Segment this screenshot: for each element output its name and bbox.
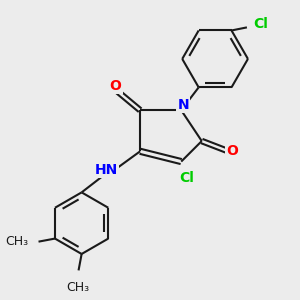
Text: CH₃: CH₃: [66, 281, 89, 294]
Text: N: N: [178, 98, 189, 112]
Text: Cl: Cl: [253, 17, 268, 31]
Text: CH₃: CH₃: [5, 235, 28, 248]
Text: Cl: Cl: [179, 171, 194, 185]
Text: HN: HN: [94, 163, 118, 177]
Text: O: O: [110, 79, 122, 93]
Text: O: O: [226, 144, 238, 158]
